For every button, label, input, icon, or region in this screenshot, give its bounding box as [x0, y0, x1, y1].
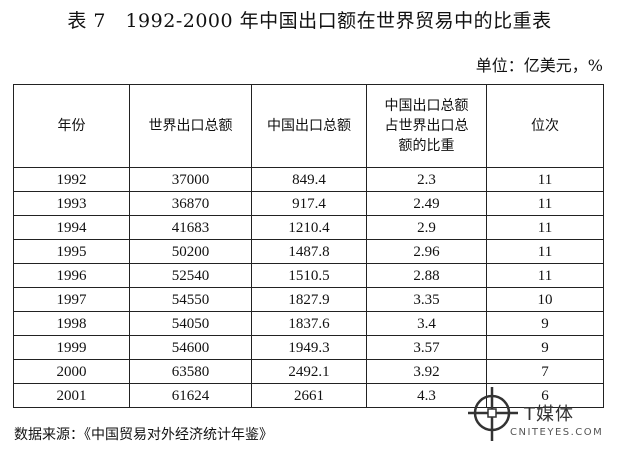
- world-exports-cell: 54050: [129, 311, 252, 336]
- table-row: 2001 61624 2661 4.3 6: [13, 383, 604, 408]
- share-cell: 3.4: [366, 311, 487, 336]
- header-year: 年份: [13, 84, 130, 168]
- rank-cell: 10: [486, 287, 604, 312]
- china-exports-cell: 2492.1: [251, 359, 367, 384]
- rank-cell: 11: [486, 239, 604, 264]
- header-share-line: 占世界出口总: [384, 118, 469, 134]
- china-exports-cell: 1949.3: [251, 335, 367, 360]
- share-cell: 2.3: [366, 167, 487, 192]
- world-exports-cell: 52540: [129, 263, 252, 288]
- world-exports-cell: 61624: [129, 383, 252, 408]
- rank-cell: 6: [486, 383, 604, 408]
- rank-cell: 9: [486, 311, 604, 336]
- table-row: 1997 54550 1827.9 3.35 10: [13, 287, 604, 312]
- rank-cell: 9: [486, 335, 604, 360]
- rank-cell: 11: [486, 263, 604, 288]
- year-cell: 1997: [13, 287, 130, 312]
- table-row: 2000 63580 2492.1 3.92 7: [13, 359, 604, 384]
- table-row: 1994 41683 1210.4 2.9 11: [13, 215, 604, 240]
- world-exports-cell: 37000: [129, 167, 252, 192]
- china-exports-cell: 1210.4: [251, 215, 367, 240]
- table-row: 1992 37000 849.4 2.3 11: [13, 167, 604, 192]
- share-cell: 2.49: [366, 191, 487, 216]
- header-china-exports: 中国出口总额: [251, 84, 367, 168]
- table-row: 1996 52540 1510.5 2.88 11: [13, 263, 604, 288]
- table-row: 1999 54600 1949.3 3.57 9: [13, 335, 604, 360]
- world-exports-cell: 54600: [129, 335, 252, 360]
- header-row: 年份 世界出口总额 中国出口总额 中国出口总额 占世界出口总 额的比重 位次: [13, 84, 604, 168]
- china-exports-cell: 1837.6: [251, 311, 367, 336]
- data-table: 年份 世界出口总额 中国出口总额 中国出口总额 占世界出口总 额的比重 位次 199…: [13, 84, 604, 408]
- year-cell: 1999: [13, 335, 130, 360]
- header-rank: 位次: [486, 84, 604, 168]
- header-share-line: 中国出口总额: [384, 98, 469, 114]
- unit-label: 单位：亿美元，%: [475, 56, 603, 75]
- year-cell: 1995: [13, 239, 130, 264]
- world-exports-cell: 63580: [129, 359, 252, 384]
- table-row: 1995 50200 1487.8 2.96 11: [13, 239, 604, 264]
- rank-cell: 11: [486, 167, 604, 192]
- china-exports-cell: 849.4: [251, 167, 367, 192]
- world-exports-cell: 50200: [129, 239, 252, 264]
- header-share-line: 额的比重: [398, 138, 455, 154]
- header-share: 中国出口总额 占世界出口总 额的比重: [366, 84, 487, 168]
- table-title: 表 7 1992-2000 年中国出口额在世界贸易中的比重表: [67, 10, 552, 32]
- watermark-site: CNITEYES.COM: [510, 427, 604, 438]
- table-row: 1993 36870 917.4 2.49 11: [13, 191, 604, 216]
- china-exports-cell: 917.4: [251, 191, 367, 216]
- year-cell: 1996: [13, 263, 130, 288]
- china-exports-cell: 1510.5: [251, 263, 367, 288]
- share-cell: 3.35: [366, 287, 487, 312]
- year-cell: 2000: [13, 359, 130, 384]
- world-exports-cell: 54550: [129, 287, 252, 312]
- year-cell: 1994: [13, 215, 130, 240]
- share-cell: 2.96: [366, 239, 487, 264]
- table-row: 1998 54050 1837.6 3.4 9: [13, 311, 604, 336]
- table-body: 1992 37000 849.4 2.3 11 1993 36870 917.4 2.49 11 1…: [13, 167, 604, 408]
- china-exports-cell: 2661: [251, 383, 367, 408]
- share-cell: 3.57: [366, 335, 487, 360]
- rank-cell: 7: [486, 359, 604, 384]
- rank-cell: 11: [486, 215, 604, 240]
- china-exports-cell: 1827.9: [251, 287, 367, 312]
- data-source: 数据来源：《中国贸易对外经济统计年鉴》: [14, 427, 273, 443]
- year-cell: 1998: [13, 311, 130, 336]
- world-exports-cell: 36870: [129, 191, 252, 216]
- share-cell: 2.9: [366, 215, 487, 240]
- year-cell: 1993: [13, 191, 130, 216]
- year-cell: 1992: [13, 167, 130, 192]
- header-world-exports: 世界出口总额: [129, 84, 252, 168]
- china-exports-cell: 1487.8: [251, 239, 367, 264]
- share-cell: 2.88: [366, 263, 487, 288]
- rank-cell: 11: [486, 191, 604, 216]
- world-exports-cell: 41683: [129, 215, 252, 240]
- year-cell: 2001: [13, 383, 130, 408]
- share-cell: 4.3: [366, 383, 487, 408]
- share-cell: 3.92: [366, 359, 487, 384]
